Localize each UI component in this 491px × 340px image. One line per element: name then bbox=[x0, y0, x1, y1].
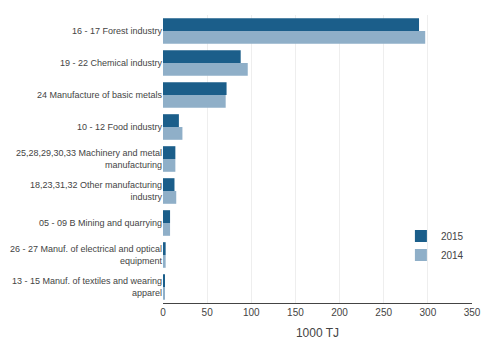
svg-text:250: 250 bbox=[375, 307, 392, 318]
svg-text:300: 300 bbox=[420, 307, 437, 318]
svg-text:10 - 12 Food industry: 10 - 12 Food industry bbox=[77, 122, 163, 132]
svg-text:13 - 15 Manuf. of textiles and: 13 - 15 Manuf. of textiles and wearingap… bbox=[12, 276, 162, 298]
svg-text:05 - 09 B Mining and quarrying: 05 - 09 B Mining and quarrying bbox=[39, 218, 162, 228]
svg-text:1000 TJ: 1000 TJ bbox=[296, 326, 339, 340]
svg-text:350: 350 bbox=[464, 307, 481, 318]
svg-text:50: 50 bbox=[202, 307, 214, 318]
svg-text:25,28,29,30,33 Machinery and m: 25,28,29,30,33 Machinery and metalmanufa… bbox=[16, 148, 162, 170]
svg-text:200: 200 bbox=[331, 307, 348, 318]
svg-text:2015: 2015 bbox=[441, 231, 464, 242]
svg-text:150: 150 bbox=[287, 307, 304, 318]
svg-text:100: 100 bbox=[243, 307, 260, 318]
svg-text:18,23,31,32 Other manufacturin: 18,23,31,32 Other manufacturingindustry bbox=[30, 180, 163, 202]
svg-text:19 - 22 Chemical industry: 19 - 22 Chemical industry bbox=[60, 58, 163, 68]
svg-text:16 - 17 Forest industry: 16 - 17 Forest industry bbox=[72, 26, 163, 36]
svg-text:26 - 27 Manuf. of electrical a: 26 - 27 Manuf. of electrical and optical… bbox=[10, 244, 163, 266]
svg-text:24 Manufacture of basic metals: 24 Manufacture of basic metals bbox=[37, 90, 163, 100]
svg-text:0: 0 bbox=[160, 307, 166, 318]
svg-text:2014: 2014 bbox=[441, 250, 464, 261]
